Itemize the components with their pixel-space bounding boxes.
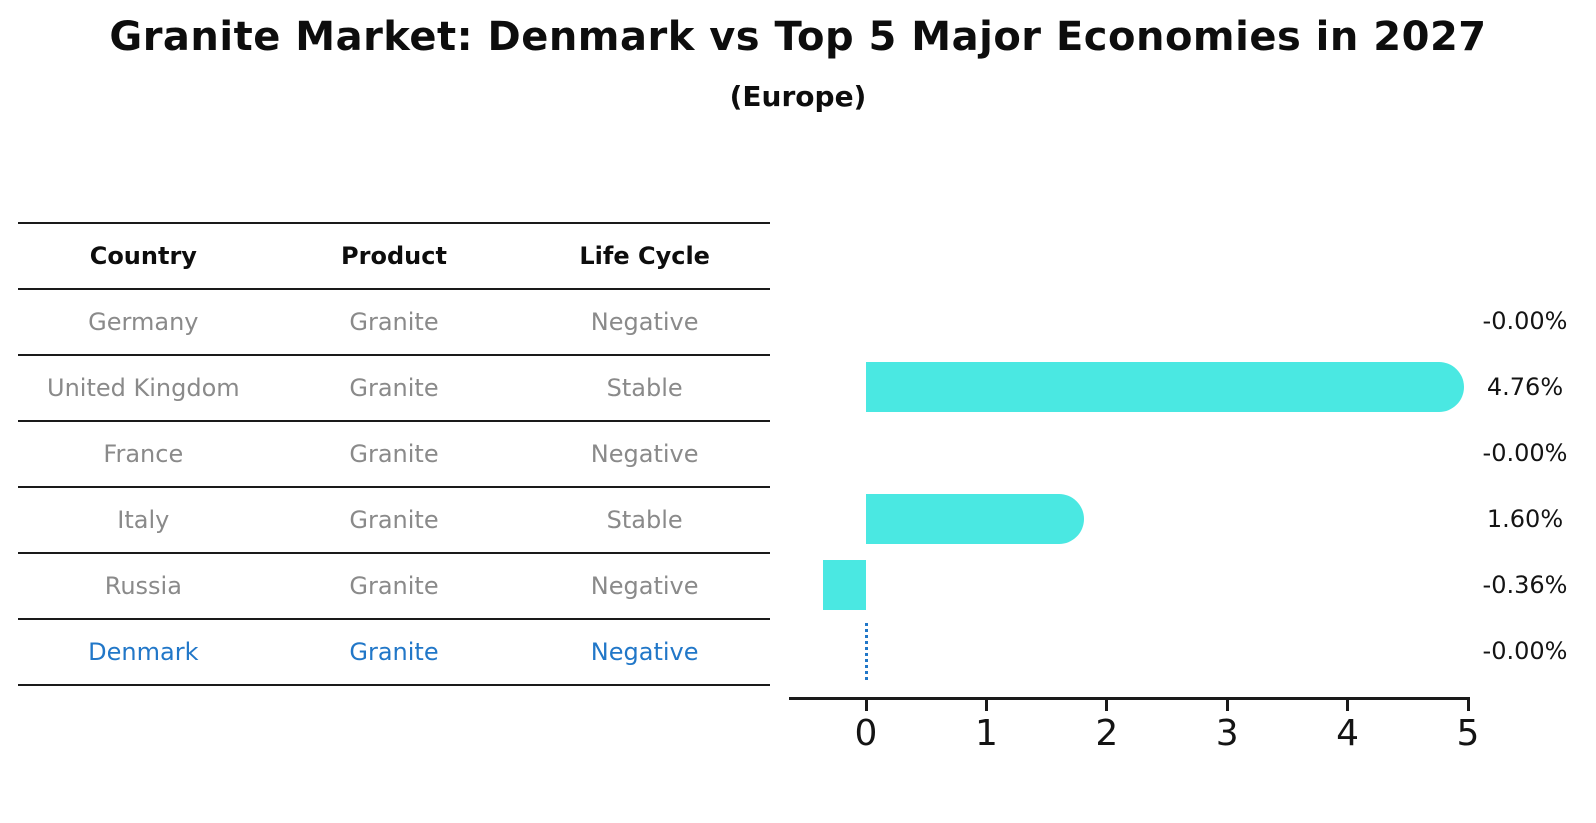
bar-value-label-russia: -0.36%	[1482, 571, 1568, 599]
x-axis-tick-label: 4	[1336, 713, 1360, 754]
x-axis-tick-label: 3	[1215, 713, 1239, 754]
table-body: Germany Granite Negative United Kingdom Gran…	[18, 289, 770, 686]
cell-life-cycle: Negative	[519, 619, 770, 686]
table-row-russia: Russia Granite Negative	[18, 553, 770, 620]
cell-life-cycle: Stable	[519, 487, 770, 554]
column-header-country: Country	[18, 222, 269, 290]
x-axis-tick	[1225, 700, 1229, 711]
cell-country: Italy	[18, 487, 269, 554]
cell-country: Russia	[18, 553, 269, 620]
column-header-product: Product	[268, 222, 520, 290]
table-row-germany: Germany Granite Negative	[18, 289, 770, 356]
cell-life-cycle: Stable	[519, 355, 770, 422]
chart-subtitle: (Europe)	[729, 80, 867, 113]
bar-italy	[866, 494, 1084, 544]
bar-united-kingdom	[866, 362, 1465, 412]
cell-product: Granite	[268, 355, 520, 422]
cell-product: Granite	[268, 289, 520, 356]
table-header: Country Product Life Cycle	[18, 222, 770, 290]
cell-country: France	[18, 421, 269, 488]
x-axis-tick-label: 2	[1095, 713, 1119, 754]
cell-country: Denmark	[18, 619, 269, 686]
cell-country: Germany	[18, 289, 269, 356]
x-axis-tick	[1346, 700, 1350, 711]
x-axis-tick	[984, 700, 988, 711]
column-header-life-cycle: Life Cycle	[519, 222, 770, 290]
table-row-italy: Italy Granite Stable	[18, 487, 770, 554]
cell-life-cycle: Negative	[519, 421, 770, 488]
cell-product: Granite	[268, 619, 520, 686]
x-axis-tick	[864, 700, 868, 711]
table-header-row: Country Product Life Cycle	[18, 222, 770, 290]
x-axis-tick-label: 0	[854, 713, 878, 754]
x-axis-tick	[1466, 700, 1470, 711]
bar-value-label-germany: -0.00%	[1482, 307, 1568, 335]
x-axis-tick	[1105, 700, 1109, 711]
table-row-denmark: Denmark Granite Negative	[18, 619, 770, 686]
cell-product: Granite	[268, 487, 520, 554]
bar-value-label-united-kingdom: 4.76%	[1486, 373, 1564, 401]
country-table: Country Product Life Cycle Germany Granite N…	[18, 222, 770, 686]
cell-product: Granite	[268, 553, 520, 620]
bar-russia	[822, 560, 866, 610]
bar-value-label-denmark: -0.00%	[1482, 637, 1568, 665]
highlight-zero-line	[864, 623, 868, 680]
x-axis-tick-label: 1	[974, 713, 998, 754]
bar-value-label-italy: 1.60%	[1486, 505, 1564, 533]
x-axis-tick-label: 5	[1456, 713, 1480, 754]
table-row-france: France Granite Negative	[18, 421, 770, 488]
x-axis-line	[789, 697, 1470, 700]
cell-product: Granite	[268, 421, 520, 488]
table-row-united-kingdom: United Kingdom Granite Stable	[18, 355, 770, 422]
chart-title: Granite Market: Denmark vs Top 5 Major E…	[109, 14, 1487, 60]
cell-country: United Kingdom	[18, 355, 269, 422]
cell-life-cycle: Negative	[519, 553, 770, 620]
cell-life-cycle: Negative	[519, 289, 770, 356]
bar-value-label-france: -0.00%	[1482, 439, 1568, 467]
